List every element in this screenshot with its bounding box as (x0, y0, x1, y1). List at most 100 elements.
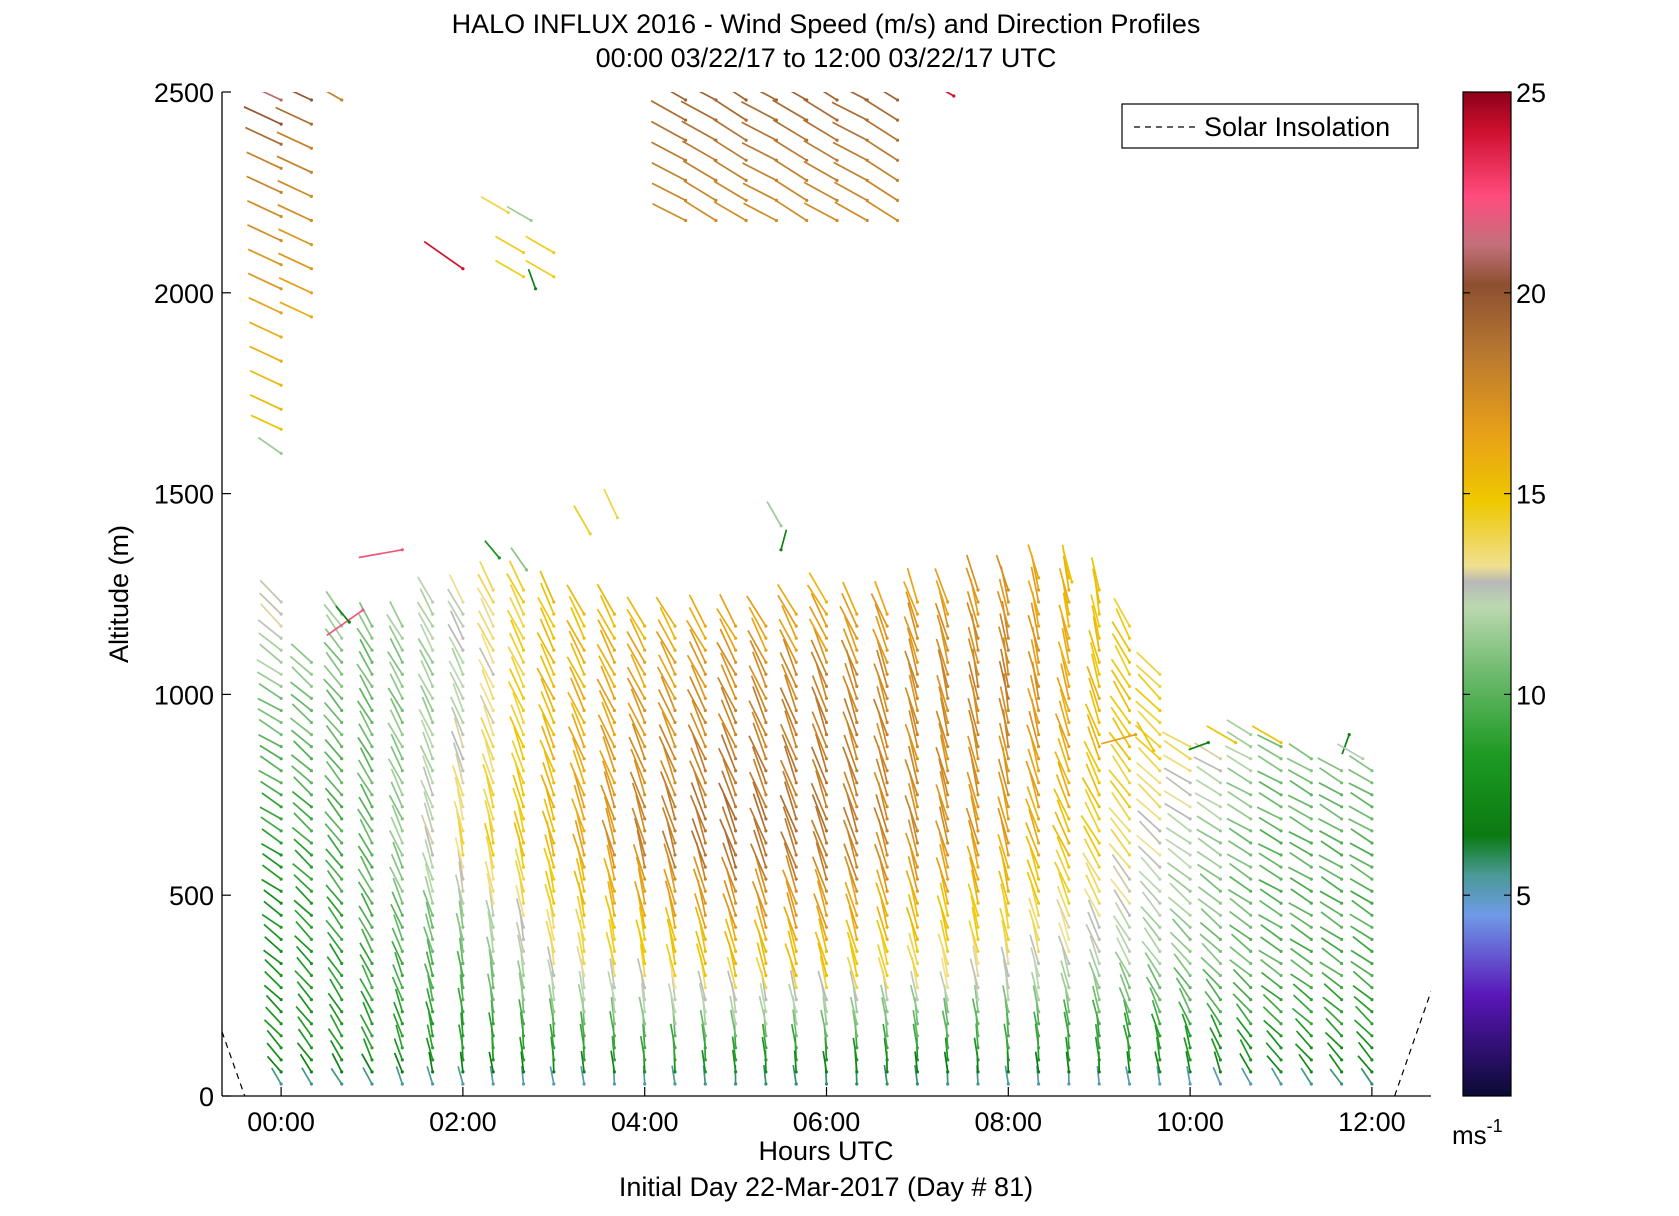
wind-arrow (773, 139, 808, 162)
wind-arrow-head (824, 949, 829, 954)
wind-arrow (456, 788, 464, 820)
wind-arrow (1058, 872, 1070, 904)
wind-arrow (331, 1053, 343, 1073)
wind-arrow (965, 567, 979, 603)
wind-arrow (750, 675, 767, 711)
wind-arrow-head (976, 841, 980, 845)
wind-arrow (417, 673, 434, 699)
wind-arrow (391, 891, 404, 916)
wind-arrow-head (521, 817, 526, 821)
wind-arrow-head (1097, 877, 1101, 881)
wind-arrow-head (431, 624, 435, 628)
wind-arrow-head (461, 1070, 465, 1074)
wind-arrow (1140, 856, 1161, 880)
wind-arrow-head (582, 937, 586, 942)
wind-arrow (511, 740, 525, 771)
wind-arrow (1089, 935, 1101, 964)
wind-arrow-head (703, 877, 707, 881)
wind-arrow-head (855, 660, 859, 664)
wind-arrow (458, 1024, 464, 1048)
wind-arrow (908, 710, 919, 747)
wind-arrow-head (1127, 708, 1132, 713)
wind-arrow-head (582, 889, 586, 893)
wind-arrow (247, 272, 282, 290)
wind-arrow-head (915, 793, 920, 797)
wind-arrow (636, 958, 646, 988)
wind-arrow (908, 638, 919, 675)
wind-arrow (914, 1064, 919, 1085)
wind-arrow-head (1006, 817, 1010, 821)
wind-arrow-head (279, 829, 283, 833)
wind-arrow (876, 906, 888, 940)
wind-arrow (1319, 890, 1343, 904)
wind-arrow (325, 724, 343, 748)
wind-arrow-head (340, 973, 344, 978)
wind-arrow (261, 828, 282, 844)
wind-arrow-head (734, 817, 738, 821)
wind-arrow-head (400, 684, 404, 689)
wind-arrow-head (764, 805, 768, 809)
wind-arrow-head (370, 925, 374, 929)
wind-arrow-head (1097, 1034, 1101, 1038)
wind-arrow (488, 1051, 495, 1073)
wind-arrow (1352, 985, 1373, 1001)
wind-arrow-head (461, 841, 465, 845)
wind-arrow-head (835, 178, 839, 182)
wind-arrow (808, 606, 828, 639)
wind-arrow-head (824, 648, 829, 652)
wind-arrow-head (529, 218, 533, 223)
wind-arrow-head (824, 805, 829, 809)
wind-arrow (1318, 818, 1342, 832)
wind-arrow-head (370, 745, 374, 749)
wind-arrow-head (1067, 636, 1071, 640)
wind-arrow-head (340, 937, 344, 942)
wind-arrow (877, 957, 888, 988)
wind-arrow (326, 956, 343, 977)
wind-arrow-head (1127, 1046, 1132, 1050)
wind-arrow (422, 731, 434, 759)
wind-arrow-head (643, 793, 647, 797)
wind-arrow (1028, 909, 1040, 940)
wind-arrow-head (824, 769, 829, 773)
wind-arrow-head (703, 853, 707, 857)
wind-arrow (543, 750, 555, 784)
wind-arrow (326, 609, 364, 637)
wind-arrow-head (1037, 901, 1041, 905)
wind-arrow-head (400, 636, 404, 640)
wind-arrow-head (1340, 1082, 1344, 1086)
wind-arrow-head (370, 696, 374, 701)
wind-arrow-head (1249, 1046, 1253, 1050)
wind-arrow (864, 118, 898, 141)
wind-arrow-head (400, 913, 404, 917)
wind-arrow-head (885, 961, 889, 966)
wind-arrow-head (400, 1058, 404, 1062)
wind-arrow-head (552, 696, 556, 701)
wind-arrow-head (885, 733, 889, 737)
wind-arrow (1226, 853, 1252, 868)
wind-arrow-head (794, 624, 798, 628)
wind-arrow (1289, 912, 1312, 929)
wind-arrow (1200, 907, 1221, 928)
wind-arrow (905, 591, 919, 627)
wind-arrow-head (491, 1046, 495, 1050)
wind-arrow-head (1370, 937, 1374, 942)
wind-arrow (651, 162, 686, 182)
wind-arrow (670, 92, 687, 101)
wind-arrow-head (491, 1010, 495, 1014)
wind-arrow (577, 984, 585, 1012)
wind-arrow (1239, 1039, 1252, 1061)
wind-arrow (1084, 801, 1100, 832)
wind-arrow (603, 858, 616, 892)
wind-arrow (513, 810, 525, 844)
wind-arrow-head (1249, 1070, 1253, 1074)
wind-arrow-head (915, 817, 920, 821)
wind-arrow-head (915, 636, 920, 640)
wind-arrow-head (461, 937, 465, 942)
wind-arrow (1167, 873, 1191, 892)
wind-arrow-head (582, 757, 586, 761)
wind-arrow-head (1218, 998, 1222, 1002)
wind-arrow-head (309, 194, 313, 198)
wind-arrow (247, 248, 282, 266)
wind-arrow-head (461, 781, 465, 785)
